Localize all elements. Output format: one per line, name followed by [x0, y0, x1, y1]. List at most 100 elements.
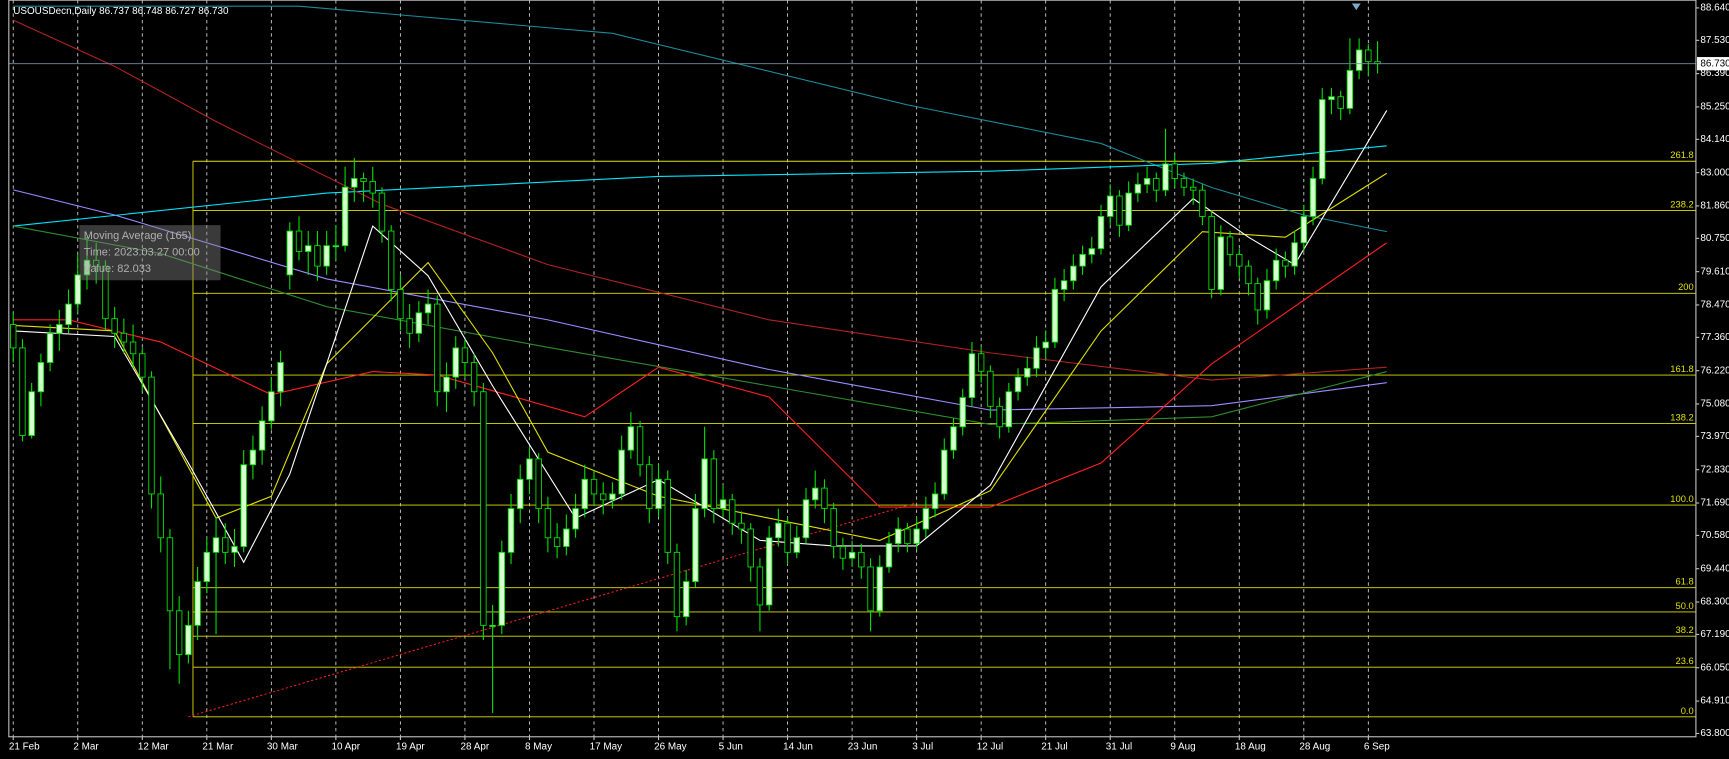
candle-body — [1319, 99, 1326, 179]
x-tick-label: 28 Aug — [1299, 741, 1330, 752]
candle-body — [341, 186, 349, 247]
candle-body — [655, 478, 662, 509]
candle-body — [323, 245, 330, 267]
y-tick-label: 75.080 — [1700, 399, 1729, 410]
x-tick-label: 12 Jul — [977, 741, 1003, 752]
candle-body — [959, 397, 966, 428]
candle-body — [37, 362, 45, 393]
plot-frame — [8, 0, 1697, 738]
y-tick-label: 72.830 — [1700, 464, 1729, 475]
fib-label: 100.0 — [1670, 494, 1693, 504]
candle-body — [102, 265, 109, 320]
candle-body — [1014, 376, 1022, 393]
candle-body — [876, 566, 883, 612]
candle-body — [885, 543, 893, 568]
candle-body — [867, 566, 874, 612]
y-tick-label: 71.690 — [1700, 498, 1729, 509]
candle-body — [931, 493, 939, 509]
y-tick-label: 73.970 — [1700, 431, 1729, 442]
fib-label: 38.2 — [1675, 625, 1693, 635]
fib-label: 61.8 — [1675, 577, 1693, 587]
candle-body — [369, 180, 376, 194]
y-tick-label: 88.640 — [1700, 3, 1729, 14]
y-tick-label: 76.220 — [1700, 365, 1729, 376]
candle-body — [175, 610, 183, 656]
candle-body — [1180, 178, 1188, 188]
candle-body — [212, 537, 220, 553]
candle-body — [1134, 183, 1142, 194]
candle-body — [1033, 347, 1040, 369]
candle-body — [351, 178, 358, 188]
candle-body — [129, 341, 137, 355]
candle-body — [747, 528, 754, 568]
candle-body — [996, 405, 1003, 428]
candle-body — [507, 508, 515, 553]
y-tick-label: 68.300 — [1700, 597, 1729, 608]
candle-body — [710, 458, 718, 509]
candle-body — [461, 347, 469, 363]
candle-body — [1143, 178, 1151, 185]
candle-body — [1189, 186, 1197, 191]
candle-body — [1217, 236, 1225, 290]
y-tick-label: 83.000 — [1700, 167, 1729, 178]
y-tick-label: 64.910 — [1700, 696, 1729, 707]
candle-body — [83, 259, 91, 276]
candle-body — [1236, 253, 1243, 267]
candle-body — [1309, 178, 1317, 217]
candle-body — [203, 551, 211, 583]
candle-body — [1300, 216, 1308, 244]
candle-body — [1125, 192, 1132, 226]
candle-body — [157, 493, 164, 539]
y-tick-label: 67.190 — [1700, 629, 1729, 640]
candle-body — [729, 499, 736, 524]
candle-body — [572, 508, 579, 530]
candle-body — [1153, 178, 1160, 191]
candle-body — [166, 537, 174, 612]
moving-average — [13, 189, 1387, 411]
fibonacci-layer: 0.0 23.6 38.2 50.0 61.8 100.0 138.2 161.8 200 238… — [188, 150, 1696, 718]
x-tick-label: 21 Mar — [202, 741, 234, 752]
x-tick-label: 17 May — [590, 741, 623, 752]
candle-body — [424, 303, 432, 314]
fib-label: 261.8 — [1670, 150, 1693, 160]
candle-body — [1024, 367, 1031, 378]
candle-body — [775, 522, 782, 539]
candle-body — [738, 522, 745, 530]
candle-body — [1005, 391, 1013, 428]
candle-body — [1346, 69, 1354, 109]
moving-average — [13, 242, 1388, 508]
candle-body — [1199, 189, 1206, 217]
candle-body — [470, 362, 478, 393]
candle-body — [1171, 163, 1178, 179]
candle-body — [295, 230, 303, 252]
fib-label: 138.2 — [1670, 413, 1693, 423]
current-price-label: 86.730 — [1700, 58, 1729, 69]
candle-body — [913, 528, 920, 545]
candle-body — [489, 624, 496, 627]
candle-body — [682, 581, 690, 618]
tooltip-box — [79, 225, 221, 281]
y-tick-label: 80.750 — [1700, 233, 1729, 244]
candle-body — [1107, 195, 1114, 217]
moving-average — [13, 145, 1387, 227]
candle-body — [19, 347, 26, 436]
tooltip-line: Time: 2023.03.27 00:00 — [84, 247, 200, 259]
candle-body — [756, 566, 764, 606]
candle-body — [28, 391, 35, 436]
candle-body — [1208, 216, 1215, 290]
candle-body — [1245, 265, 1252, 285]
candle-body — [452, 347, 459, 378]
y-tick-label: 85.250 — [1700, 102, 1729, 113]
candle-body — [415, 312, 423, 334]
candle-body — [314, 245, 321, 267]
x-tick-label: 6 Sep — [1364, 741, 1390, 752]
y-tick-label: 79.610 — [1700, 266, 1729, 277]
candle-body — [74, 274, 81, 305]
candle-body — [139, 353, 146, 378]
candle-body — [784, 522, 791, 553]
candle-body — [1291, 242, 1298, 267]
candle-body — [941, 449, 948, 495]
candle-body — [1328, 96, 1335, 101]
